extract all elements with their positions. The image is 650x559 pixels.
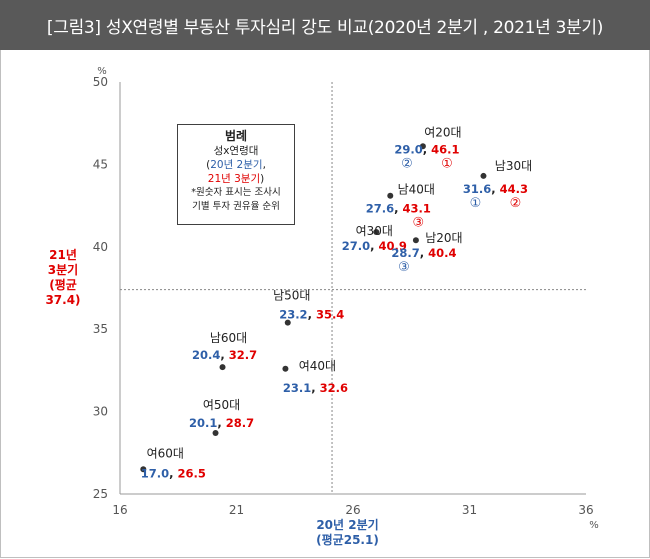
legend-x-series: 20년 2분기: [210, 159, 263, 171]
point-value-label: 27.6, 43.1: [366, 202, 431, 216]
point-value-label: 29.0, 46.1: [394, 142, 459, 156]
y-unit-label: %: [97, 66, 107, 77]
legend-note: 기별 투자 권유율 순위: [192, 201, 280, 212]
y-axis-label-line: (평균: [49, 278, 77, 292]
point-name-label: 여20대: [424, 125, 461, 139]
y-axis-label-line: 21년: [49, 248, 77, 262]
point-name-label: 여40대: [299, 359, 336, 373]
x-tick-label: 26: [345, 503, 360, 517]
point-name-label: 남50대: [273, 289, 310, 303]
point-name-label: 여60대: [147, 446, 184, 460]
y-tick-label: 50: [93, 75, 108, 89]
y-axis-label-line: 37.4): [45, 293, 81, 307]
x-tick-label: 36: [578, 503, 593, 517]
rank-x-label: ②: [401, 156, 413, 171]
point-name-label: 여30대: [356, 224, 393, 238]
y-tick-label: 45: [93, 157, 108, 171]
legend-line: 성x연령대: [213, 145, 259, 157]
legend-title: 범례: [224, 129, 248, 143]
point-value-label: 31.6, 44.3: [463, 182, 528, 196]
x-tick-label: 16: [112, 503, 127, 517]
legend-box: 범례 성x연령대 (20년 2분기, 21년 3분기) *원숫자 표시는 조사시…: [177, 124, 295, 225]
rank-y-label: ②: [510, 196, 522, 211]
data-point: [412, 237, 419, 244]
legend-note: *원숫자 표시는 조사시: [191, 187, 281, 198]
x-axis-label-line: 20년 2분기: [316, 518, 379, 532]
y-tick-label: 40: [93, 240, 108, 254]
point-value-label: 27.0, 40.9: [342, 239, 407, 253]
point-value-label: 20.4, 32.7: [192, 348, 257, 362]
rank-y-label: ③: [412, 216, 424, 231]
x-tick-label: 31: [462, 503, 477, 517]
x-axis-label: 20년 2분기 (평균25.1): [290, 518, 405, 548]
data-point: [284, 319, 291, 326]
data-point: [419, 143, 426, 150]
chart-header: [그림3] 성X연령별 부동산 투자심리 강도 비교(2020년 2분기 , 2…: [0, 0, 650, 50]
y-tick-label: 30: [93, 405, 108, 419]
x-unit-label: %: [589, 520, 599, 531]
point-value-label: 20.1, 28.7: [189, 416, 254, 430]
data-point: [282, 365, 289, 372]
y-tick-label: 35: [93, 322, 108, 336]
rank-y-label: ①: [441, 156, 453, 171]
rank-x-label: ③: [398, 260, 410, 275]
point-name-label: 남40대: [398, 183, 435, 197]
point-value-label: 23.1, 32.6: [283, 381, 348, 395]
point-value-label: 23.2, 35.4: [279, 308, 344, 322]
point-name-label: 남30대: [495, 159, 532, 173]
y-axis-label-line: 3분기: [47, 263, 79, 277]
data-point: [140, 466, 147, 473]
chart-title: [그림3] 성X연령별 부동산 투자심리 강도 비교(2020년 2분기 , 2…: [46, 17, 604, 38]
point-value-label: 17.0, 26.5: [141, 466, 206, 480]
legend-line: 21년 3분기): [207, 173, 265, 185]
data-point: [219, 364, 226, 371]
y-tick-label: 25: [93, 487, 108, 501]
legend-line: (20년 2분기,: [206, 159, 266, 171]
y-axis-label: 21년 3분기 (평균 37.4): [40, 248, 86, 308]
x-axis-label-line: (평균25.1): [316, 533, 379, 547]
point-value-label: 28.7, 40.4: [391, 246, 456, 260]
x-tick-label: 21: [229, 503, 244, 517]
point-name-label: 여50대: [203, 398, 240, 412]
point-name-label: 남20대: [425, 231, 462, 245]
point-name-label: 남60대: [210, 331, 247, 345]
data-point: [480, 172, 487, 179]
data-point: [387, 192, 394, 199]
rank-x-label: ①: [470, 196, 482, 211]
data-point: [373, 228, 380, 235]
legend-y-series: 21년 3분기: [207, 173, 261, 185]
data-point: [212, 430, 219, 437]
